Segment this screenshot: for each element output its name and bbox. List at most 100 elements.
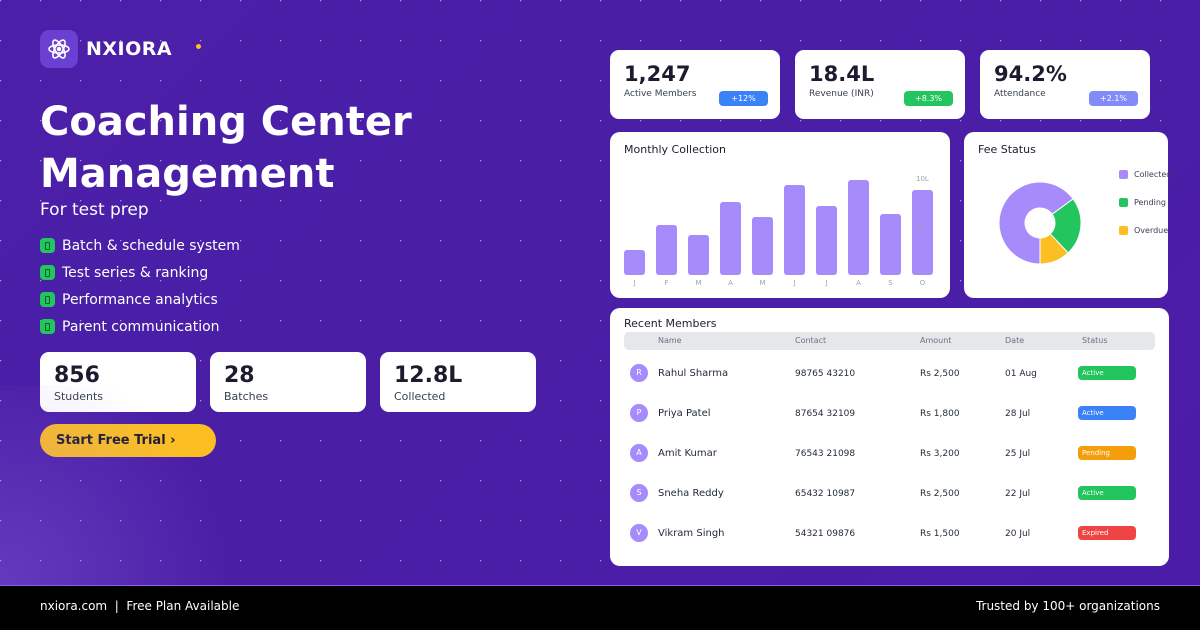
page-title: Coaching Center Management [40,96,560,200]
table-row[interactable]: R Rahul Sharma 98765 43210 Rs 2,500 01 A… [610,364,1170,404]
legend-label: Collected [1134,170,1172,179]
member-amount: Rs 2,500 [920,369,960,379]
member-amount: Rs 1,500 [920,529,960,539]
member-name: Amit Kumar [658,448,717,459]
y-axis-label: 5L [916,225,925,233]
legend-swatch [1119,170,1128,179]
kpi-card-attendance[interactable]: 94.2% Attendance +2.1% [980,50,1150,119]
check-icon [40,292,55,307]
member-amount: Rs 3,200 [920,449,960,459]
status-badge: Active [1078,366,1136,380]
member-date: 25 Jul [1005,449,1031,459]
kpi-card-revenue[interactable]: 18.4L Revenue (INR) +8.3% [795,50,965,119]
member-name: Priya Patel [658,408,711,419]
chart-bar [656,225,677,275]
feature-label: Performance analytics [62,291,218,308]
stat-card-students: 856 Students [40,352,196,412]
member-name: Vikram Singh [658,528,725,539]
column-header-name: Name [658,336,682,345]
member-amount: Rs 2,500 [920,489,960,499]
member-date: 22 Jul [1005,489,1031,499]
pie-slice-overdue [1039,233,1069,265]
check-icon [40,265,55,280]
feature-label: Test series & ranking [62,264,209,281]
table-row[interactable]: A Amit Kumar 76543 21098 Rs 3,200 25 Jul… [610,444,1170,484]
kpi-label: Revenue (INR) [809,89,874,99]
status-badge: Pending [1078,446,1136,460]
x-tick-label: M [695,279,702,287]
column-header-date: Date [1005,336,1025,345]
x-tick-label: A [728,279,733,287]
chart-bar [720,202,741,275]
member-contact: 54321 09876 [795,529,856,539]
member-date: 28 Jul [1005,409,1031,419]
chart-title: Monthly Collection [624,143,726,156]
brand-dot [196,43,202,49]
table-row[interactable]: V Vikram Singh 54321 09876 Rs 1,500 20 J… [610,524,1170,564]
chart-bar [848,180,869,275]
tagline: For test prep [40,200,149,220]
feature-item: Parent communication [40,313,240,340]
title-line-2: Management [40,151,335,197]
member-contact: 98765 43210 [795,369,856,379]
legend-item-pending: Pending [1119,198,1166,207]
start-free-trial-button[interactable]: Start Free Trial › [40,424,216,457]
pie-slice-collected [998,181,1074,265]
avatar: V [630,524,648,542]
stat-value: 12.8L [394,363,463,388]
table-row[interactable]: P Priya Patel 87654 32109 Rs 1,800 28 Ju… [610,404,1170,444]
chart-bar [752,216,773,275]
kpi-value: 18.4L [809,62,875,86]
column-header-amount: Amount [920,336,952,345]
chart-bar [784,185,805,275]
y-axis-label: 10L [916,175,929,183]
feature-item: Performance analytics [40,286,240,313]
stat-label: Students [54,390,104,403]
footer-right-text: Trusted by 100+ organizations [975,599,1160,613]
member-amount: Rs 1,800 [920,409,960,419]
hero-section: NXIORA Coaching Center Management For te… [0,0,1200,585]
x-tick-label: O [919,279,926,287]
status-badge: Active [1078,486,1136,500]
avatar: A [630,444,648,462]
monthly-collection-panel: Monthly Collection J F M A M J J A S O 10L 5L 0 [610,132,950,298]
chart-bar [880,214,901,275]
kpi-delta-badge: +12% [719,91,768,106]
stat-value: 28 [224,363,255,388]
stat-label: Collected [394,390,446,403]
legend-item-overdue: Overdue [1119,226,1168,235]
kpi-card-active-members[interactable]: 1,247 Active Members +12% [610,50,780,119]
member-name: Rahul Sharma [658,368,729,379]
chart-bar [624,250,645,275]
check-icon [40,319,55,334]
column-header-contact: Contact [795,336,827,345]
table-row[interactable]: S Sneha Reddy 65432 10987 Rs 2,500 22 Ju… [610,484,1170,524]
brand-name: NXIORA [86,38,173,60]
stat-card-batches: 28 Batches [210,352,366,412]
legend-item-collected: Collected [1119,170,1171,179]
title-line-1: Coaching Center [40,99,412,145]
footer: nxiora.com | Free Plan Available Trusted… [0,585,1200,630]
brand[interactable]: NXIORA [40,30,202,68]
legend-swatch [1119,226,1128,235]
legend-swatch [1119,198,1128,207]
feature-item: Test series & ranking [40,259,240,286]
feature-label: Parent communication [62,318,220,335]
avatar: P [630,404,648,422]
avatar: R [630,364,648,382]
member-name: Sneha Reddy [658,488,724,499]
y-axis-label: 0 [916,269,921,277]
legend-label: Overdue [1134,226,1169,235]
table-title: Recent Members [624,317,717,330]
x-tick-label: S [888,279,893,287]
chart-bar [688,235,709,275]
stat-value: 856 [54,363,100,388]
feature-item: Batch & schedule system [40,232,240,259]
kpi-delta-badge: +8.3% [904,91,953,106]
stat-card-collected: 12.8L Collected [380,352,536,412]
kpi-value: 1,247 [624,62,691,86]
legend-label: Pending [1134,198,1166,207]
x-tick-label: M [759,279,766,287]
kpi-label: Active Members [624,89,697,99]
